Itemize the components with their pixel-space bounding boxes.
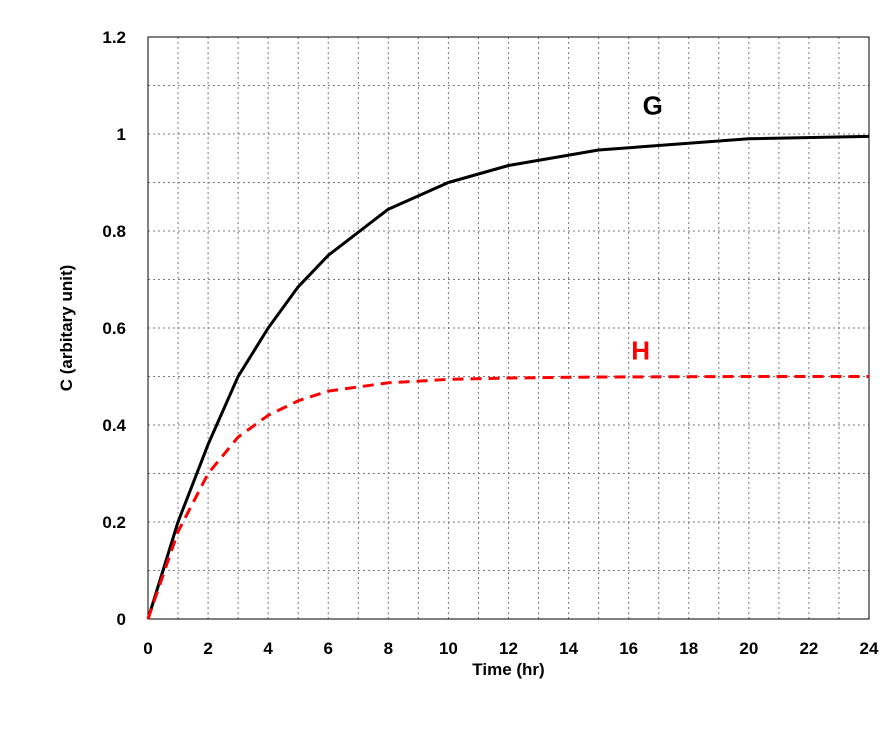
x-tick-label: 20 [739, 639, 758, 658]
y-tick-label: 0 [117, 610, 126, 629]
x-tick-label: 2 [203, 639, 212, 658]
y-tick-label: 1 [117, 125, 126, 144]
x-tick-label: 24 [860, 639, 879, 658]
x-tick-label: 14 [559, 639, 578, 658]
y-axis-title: C (arbitary unit) [57, 265, 76, 392]
x-tick-label: 0 [143, 639, 152, 658]
series-line-h [146, 375, 869, 620]
x-tick-label: 16 [619, 639, 638, 658]
x-tick-label: 22 [799, 639, 818, 658]
x-tick-label: 10 [439, 639, 458, 658]
plot-area-frame [147, 36, 870, 620]
x-tick-label: 18 [679, 639, 698, 658]
x-tick-label: 4 [263, 639, 273, 658]
grid [148, 37, 869, 619]
series-line-g [146, 134, 870, 620]
x-tick-label: 12 [499, 639, 518, 658]
y-tick-label: 0.2 [102, 513, 126, 532]
x-tick-label: 8 [384, 639, 393, 658]
x-tick-label: 6 [324, 639, 333, 658]
series-label-h: H [631, 336, 650, 366]
y-tick-label: 0.6 [102, 319, 126, 338]
y-tick-label: 1.2 [102, 28, 126, 47]
y-tick-label: 0.8 [102, 222, 126, 241]
x-axis-title: Time (hr) [472, 660, 544, 679]
series-label-g: G [643, 91, 663, 121]
series-layer [146, 134, 870, 620]
y-tick-label: 0.4 [102, 416, 126, 435]
